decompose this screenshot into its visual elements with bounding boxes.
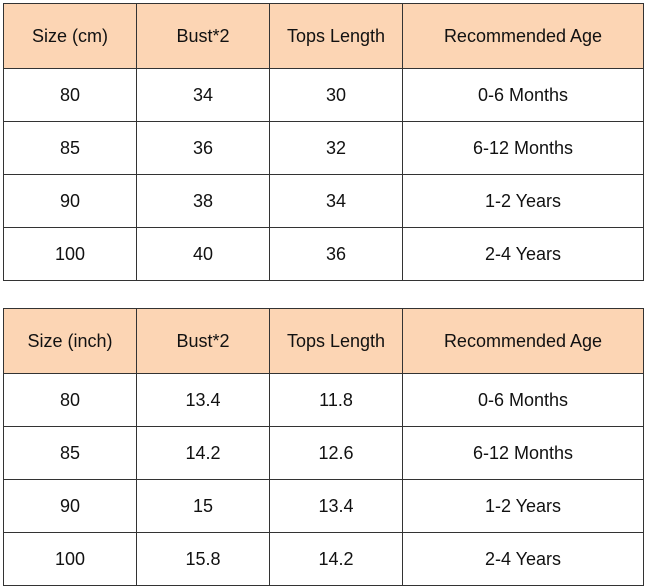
header-row: Size (cm) Bust*2 Tops Length Recommended Ag… xyxy=(3,3,644,69)
cell: 6-12 Months xyxy=(402,426,644,480)
header-cell: Recommended Age xyxy=(402,308,644,374)
table-row: 100 15.8 14.2 2-4 Years xyxy=(3,532,644,586)
cell: 12.6 xyxy=(269,426,403,480)
cell: 36 xyxy=(269,227,403,281)
table-row: 90 15 13.4 1-2 Years xyxy=(3,479,644,533)
header-cell: Bust*2 xyxy=(136,3,270,69)
cell: 0-6 Months xyxy=(402,68,644,122)
header-cell: Tops Length xyxy=(269,3,403,69)
cell: 14.2 xyxy=(136,426,270,480)
cell: 100 xyxy=(3,227,137,281)
header-cell: Tops Length xyxy=(269,308,403,374)
cell: 34 xyxy=(136,68,270,122)
table-row: 100 40 36 2-4 Years xyxy=(3,227,644,281)
cell: 1-2 Years xyxy=(402,174,644,228)
header-cell: Size (cm) xyxy=(3,3,137,69)
cell: 2-4 Years xyxy=(402,227,644,281)
cell: 14.2 xyxy=(269,532,403,586)
table-row: 85 14.2 12.6 6-12 Months xyxy=(3,426,644,480)
cell: 80 xyxy=(3,373,137,427)
table-row: 90 38 34 1-2 Years xyxy=(3,174,644,228)
cell: 100 xyxy=(3,532,137,586)
cell: 30 xyxy=(269,68,403,122)
cell: 38 xyxy=(136,174,270,228)
cell: 90 xyxy=(3,174,137,228)
header-cell: Recommended Age xyxy=(402,3,644,69)
cell: 90 xyxy=(3,479,137,533)
cell: 80 xyxy=(3,68,137,122)
cell: 36 xyxy=(136,121,270,175)
cell: 2-4 Years xyxy=(402,532,644,586)
cell: 13.4 xyxy=(136,373,270,427)
header-cell: Size (inch) xyxy=(3,308,137,374)
cell: 15 xyxy=(136,479,270,533)
table-row: 80 13.4 11.8 0-6 Months xyxy=(3,373,644,427)
cell: 13.4 xyxy=(269,479,403,533)
cell: 1-2 Years xyxy=(402,479,644,533)
cell: 11.8 xyxy=(269,373,403,427)
cell: 40 xyxy=(136,227,270,281)
header-cell: Bust*2 xyxy=(136,308,270,374)
cell: 15.8 xyxy=(136,532,270,586)
cell: 0-6 Months xyxy=(402,373,644,427)
cell: 85 xyxy=(3,426,137,480)
header-row: Size (inch) Bust*2 Tops Length Recommended … xyxy=(3,308,644,374)
cell: 34 xyxy=(269,174,403,228)
table-row: 80 34 30 0-6 Months xyxy=(3,68,644,122)
size-table: Size (cm) Bust*2 Tops Length Recommended Ag… xyxy=(3,3,644,281)
table-row: 85 36 32 6-12 Months xyxy=(3,121,644,175)
cell: 32 xyxy=(269,121,403,175)
cell: 85 xyxy=(3,121,137,175)
size-table: Size (inch) Bust*2 Tops Length Recommended … xyxy=(3,308,644,586)
cell: 6-12 Months xyxy=(402,121,644,175)
